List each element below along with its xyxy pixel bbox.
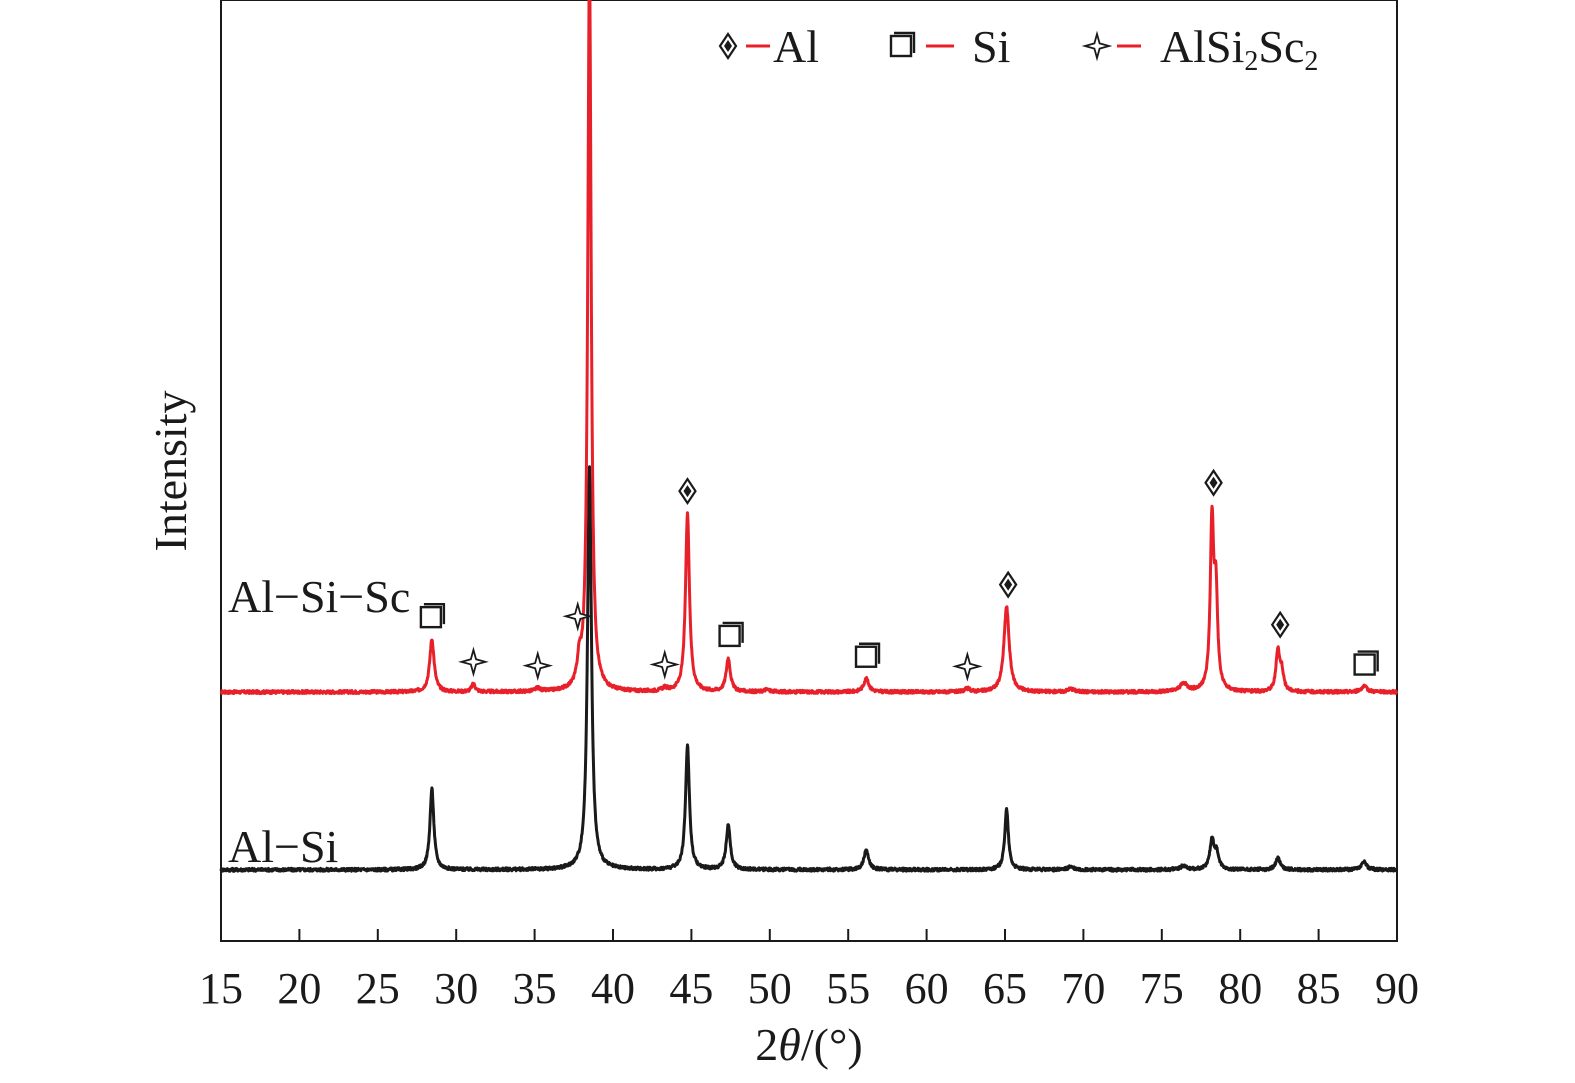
series-layer bbox=[219, 0, 1399, 873]
series-line-al-si bbox=[219, 465, 1399, 873]
x-tick-label: 65 bbox=[983, 964, 1027, 1013]
annotation-star-marker bbox=[562, 600, 594, 632]
x-tick-label: 90 bbox=[1375, 964, 1419, 1013]
legend-item-diamond: Al bbox=[718, 21, 819, 72]
x-tick-label: 80 bbox=[1218, 964, 1262, 1013]
legend-label-mid: Sc bbox=[1258, 21, 1304, 72]
x-axis-title-suffix: /(°) bbox=[801, 1019, 863, 1070]
legend-item-square: Si bbox=[889, 21, 1010, 72]
x-tick-label: 35 bbox=[513, 964, 557, 1013]
x-axis-title: 2θ/(°) bbox=[755, 1019, 862, 1070]
x-tick-label: 70 bbox=[1061, 964, 1105, 1013]
annotation-square-marker bbox=[419, 602, 446, 629]
legend-label-main: Si bbox=[972, 21, 1010, 72]
x-axis-title-prefix: 2 bbox=[755, 1019, 778, 1070]
x-tick-label: 40 bbox=[591, 964, 635, 1013]
legend-item-star: AlSi2Sc2 bbox=[1081, 21, 1318, 77]
legend-label: Si bbox=[972, 21, 1010, 72]
x-tick-label: 75 bbox=[1140, 964, 1184, 1013]
legend: Al Si AlSi2Sc2 bbox=[718, 21, 1318, 77]
x-tick-label: 85 bbox=[1297, 964, 1341, 1013]
annotation-diamond-marker bbox=[998, 570, 1018, 599]
x-axis-title-theta: θ bbox=[778, 1019, 801, 1070]
x-tick-label: 45 bbox=[669, 964, 713, 1013]
x-tick-label: 55 bbox=[826, 964, 870, 1013]
annotation-square-marker bbox=[718, 621, 744, 648]
peak-annotations bbox=[419, 468, 1379, 682]
series-labels: Al−Si−Sc Al−Si bbox=[228, 571, 410, 872]
annotation-star-marker bbox=[649, 649, 681, 680]
x-tick-label: 25 bbox=[356, 964, 400, 1013]
legend-square-icon bbox=[889, 31, 916, 58]
x-tick-label: 20 bbox=[277, 964, 321, 1013]
annotation-square-marker bbox=[854, 642, 881, 668]
legend-label-sub: 2 bbox=[1304, 46, 1318, 77]
annotation-square-marker bbox=[1353, 650, 1379, 676]
series-label-al-si: Al−Si bbox=[228, 821, 338, 872]
annotation-diamond-marker bbox=[678, 477, 697, 506]
series-line-al-si-sc bbox=[219, 0, 1399, 696]
annotation-diamond-marker bbox=[1270, 610, 1290, 639]
y-axis-title: Intensity bbox=[145, 391, 196, 552]
annotation-star-marker bbox=[522, 650, 554, 682]
x-axis-ticks bbox=[220, 929, 1398, 941]
x-tick-label: 50 bbox=[748, 964, 792, 1013]
x-tick-label: 30 bbox=[434, 964, 478, 1013]
legend-label-main: AlSi bbox=[1160, 21, 1244, 72]
annotation-star-marker bbox=[458, 646, 489, 678]
legend-label-main: Al bbox=[773, 21, 819, 72]
legend-label-sub: 2 bbox=[1244, 46, 1258, 77]
x-tick-label: 15 bbox=[199, 964, 243, 1013]
series-label-al-si-sc: Al−Si−Sc bbox=[228, 571, 410, 622]
legend-diamond-icon bbox=[718, 32, 738, 60]
x-tick-label: 60 bbox=[905, 964, 949, 1013]
annotation-diamond-marker bbox=[1204, 468, 1223, 497]
plot-frame bbox=[220, 0, 1398, 942]
legend-star-icon bbox=[1081, 30, 1113, 62]
annotation-star-marker bbox=[951, 650, 983, 682]
x-axis-tick-labels: 15 20 25 30 35 40 45 50 55 60 65 70 75 80 85 90 bbox=[199, 964, 1419, 1013]
legend-label: AlSi2Sc2 bbox=[1160, 21, 1318, 77]
legend-label: Al bbox=[773, 21, 819, 72]
